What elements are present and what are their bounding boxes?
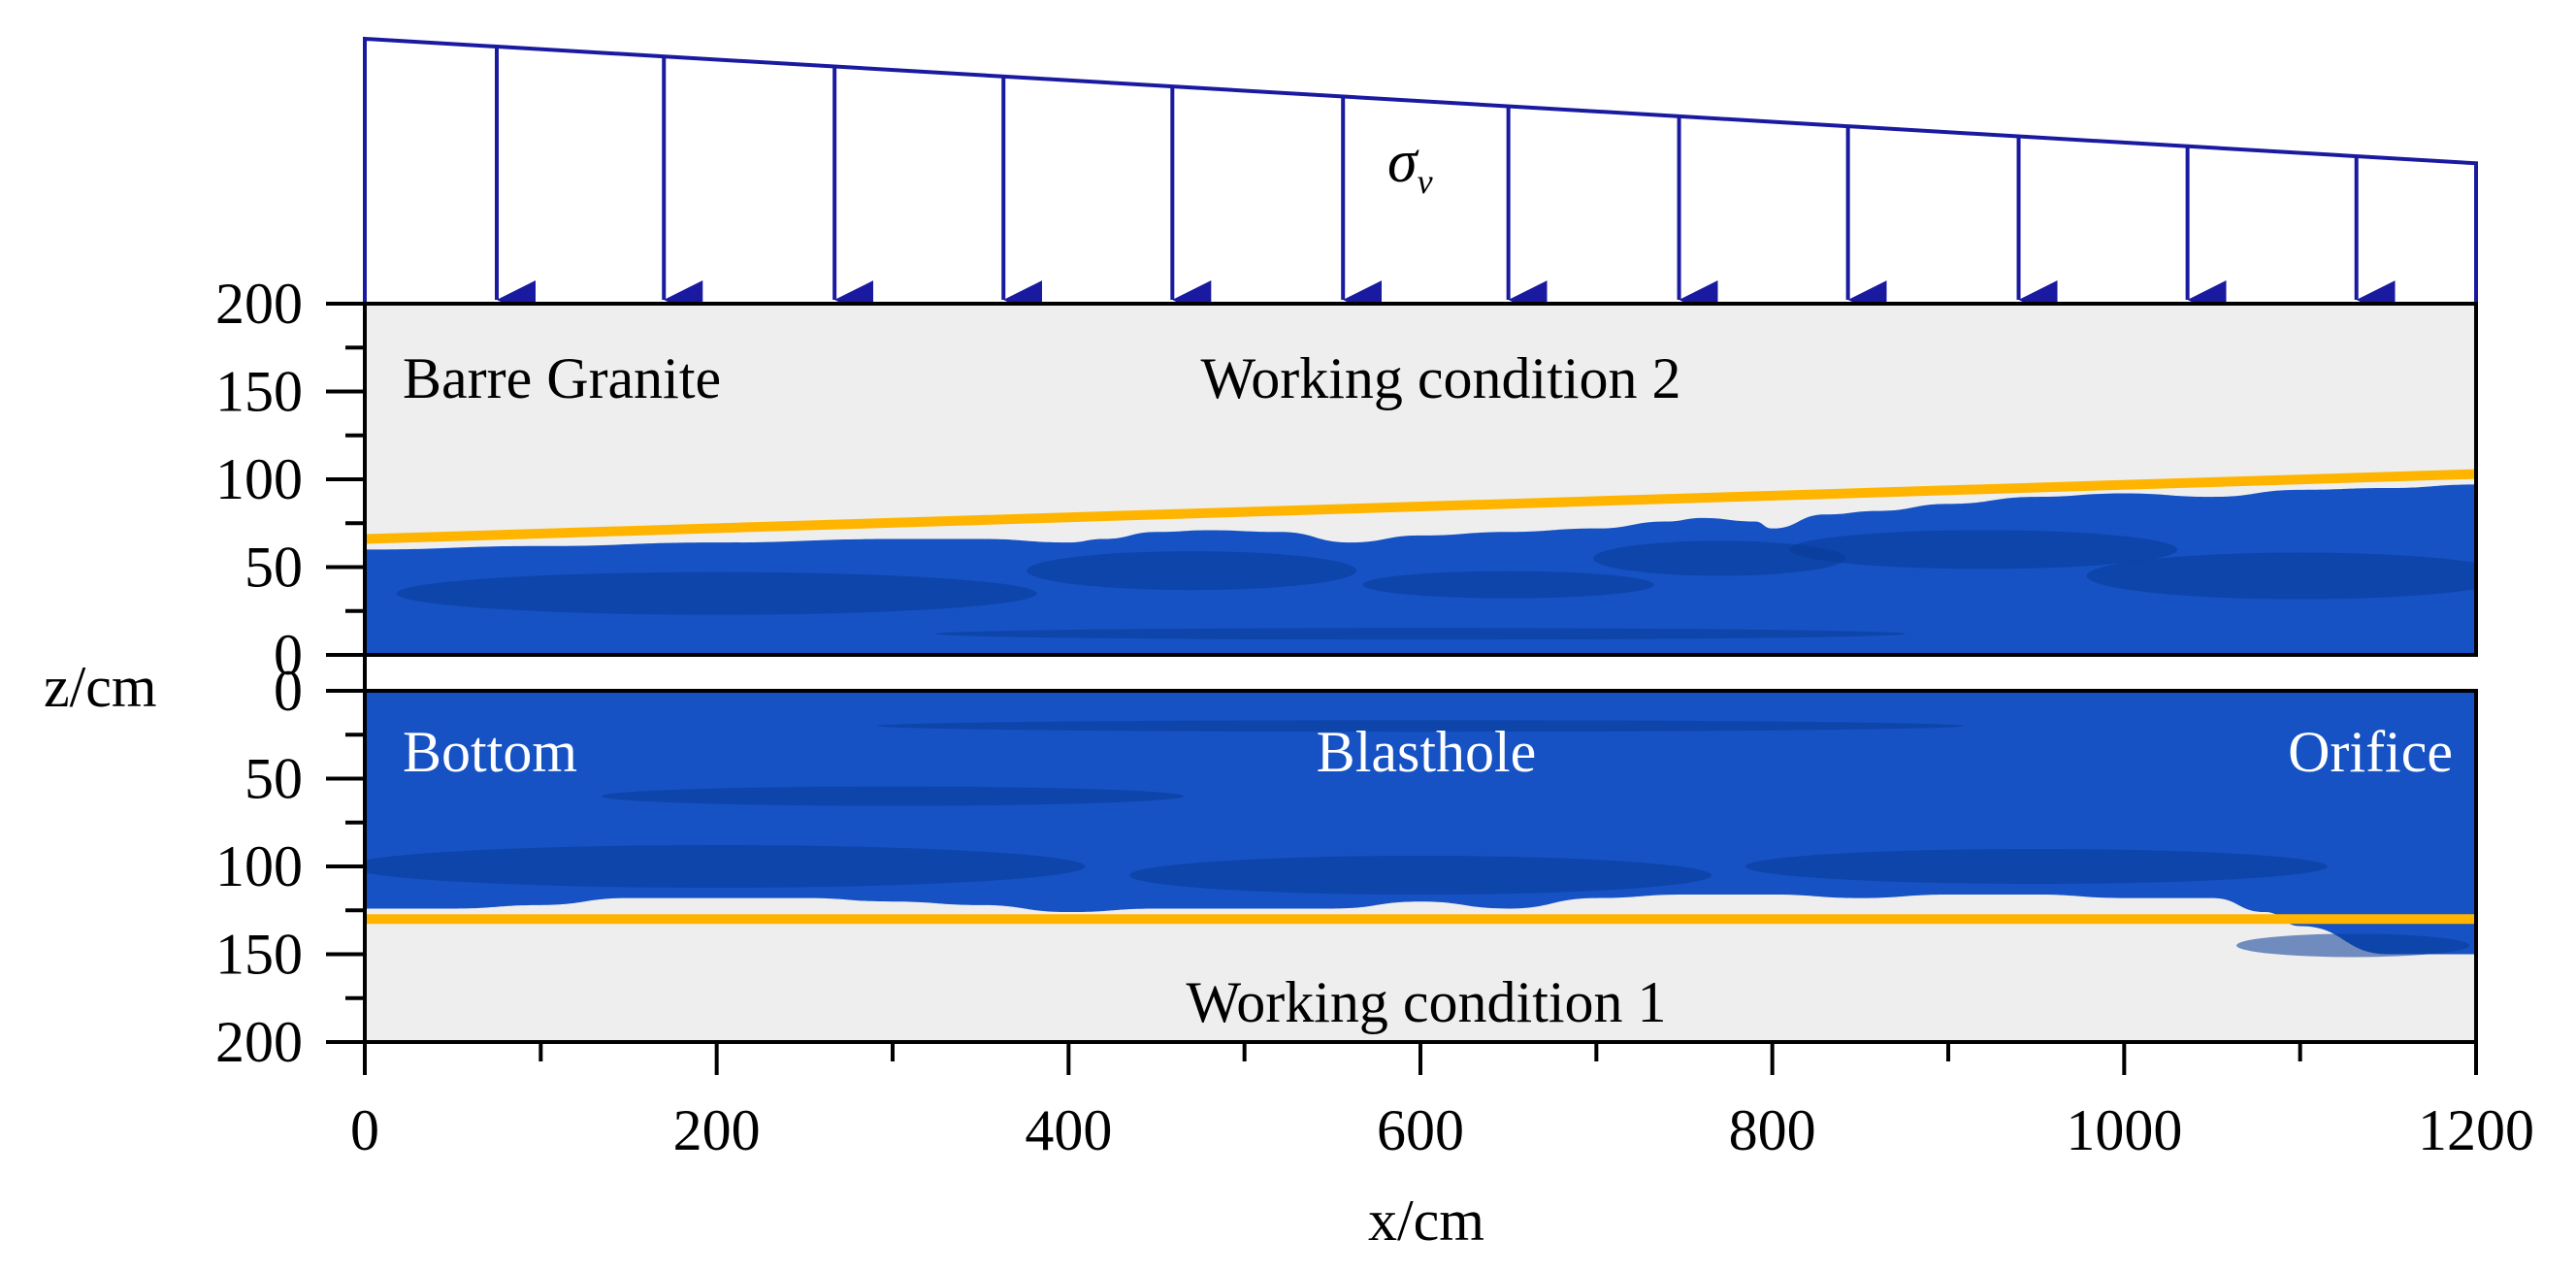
bottom-right-label: Orifice <box>2288 720 2453 784</box>
damage-streak <box>396 571 1037 615</box>
x-tick-label: 200 <box>673 1098 761 1162</box>
axes: 0 200 400 600 800 1000 1200 0 50 100 150 200 0 50 100 1… <box>215 272 2534 1162</box>
load-diagram: σv <box>363 36 2478 319</box>
x-axis-title: x/cm <box>1368 1189 1484 1253</box>
x-tick-label: 1200 <box>2418 1098 2534 1162</box>
damage-streak <box>1362 570 1654 599</box>
load-arrows <box>495 47 2396 319</box>
top-y-tick-label: 100 <box>215 447 303 511</box>
bottom-condition-label: Working condition 1 <box>1186 970 1666 1034</box>
damage-streak <box>1027 551 1357 591</box>
top-damage-texture <box>396 530 2476 640</box>
top-y-tick-label: 150 <box>215 360 303 424</box>
top-material-label: Barre Granite <box>403 346 721 410</box>
damage-streak <box>365 845 1086 888</box>
top-condition-label: Working condition 2 <box>1200 346 1680 410</box>
damage-streak <box>602 786 1184 806</box>
x-tick-label: 800 <box>1729 1098 1816 1162</box>
sigma-v-label: σv <box>1387 129 1433 201</box>
bottom-damage-texture <box>365 720 2470 958</box>
damage-streak <box>877 720 1964 733</box>
top-panel: Barre Granite Working condition 2 <box>363 302 2478 657</box>
y-axis-title: z/cm <box>44 655 157 719</box>
top-y-tick-label: 50 <box>245 536 303 600</box>
bottom-y-tick-label: 50 <box>245 747 303 811</box>
damage-streak <box>935 628 1906 640</box>
damage-streak <box>1745 849 2328 884</box>
bottom-y-tick-label: 0 <box>274 659 303 723</box>
bottom-damage-zone <box>365 691 2476 955</box>
bottom-y-tick-label: 100 <box>215 834 303 898</box>
bottom-left-label: Bottom <box>403 720 577 784</box>
damage-streak <box>2236 933 2470 958</box>
bottom-center-label: Blasthole <box>1317 720 1537 784</box>
top-threshold-line <box>365 469 2476 544</box>
top-y-tick-label: 200 <box>215 272 303 336</box>
damage-streak <box>1789 530 2178 570</box>
top-damage-zone <box>365 484 2476 655</box>
x-tick-label: 400 <box>1025 1098 1112 1162</box>
damage-streak <box>1593 540 1846 576</box>
bottom-y-tick-label: 200 <box>215 1010 303 1074</box>
damage-streak <box>1129 856 1712 896</box>
x-tick-label: 0 <box>350 1098 379 1162</box>
x-tick-label: 1000 <box>2066 1098 2182 1162</box>
x-tick-label: 600 <box>1377 1098 1464 1162</box>
load-profile-outline <box>363 36 2478 304</box>
bottom-y-tick-label: 150 <box>215 923 303 987</box>
top-y-tick-label: 0 <box>274 623 303 687</box>
damage-streak <box>2086 552 2476 600</box>
bottom-panel: Bottom Blasthole Orifice Working conditi… <box>363 689 2478 1044</box>
